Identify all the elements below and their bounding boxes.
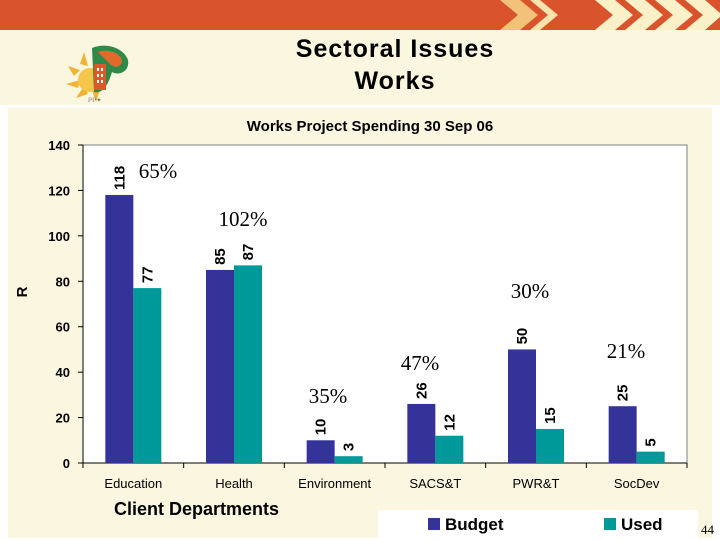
bar-budget [306,440,335,463]
percentage-annotation: 35% [309,384,348,408]
bar-budget [206,269,234,463]
y-tick-label: 40 [56,365,70,380]
x-axis-label: Client Departments [114,499,279,519]
x-tick-label: Health [215,476,253,491]
top-band [0,0,720,30]
data-label: 87 [240,244,257,261]
x-tick-label: Education [104,476,162,491]
bar-used [536,428,564,463]
y-tick-label: 60 [56,320,70,335]
legend-swatch-used [604,518,616,530]
legend-label-budget: Budget [445,515,504,534]
bar-used [636,451,665,463]
slide-title: Sectoral Issues Works [270,33,520,97]
x-tick-label: SACS&T [409,476,461,491]
data-labels: 118 85 10 26 50 25 77 87 3 12 15 5 [111,166,659,451]
bar-used [334,456,363,463]
y-tick-label: 100 [48,229,70,244]
bar-used [133,288,162,463]
plot-area [82,144,688,464]
data-label: 5 [643,438,660,446]
bar-used [435,435,464,463]
data-label: 10 [313,419,330,436]
legend-label-used: Used [621,515,663,534]
y-axis-label: R [14,286,31,297]
slide-title-line1: Sectoral Issues [295,35,495,63]
percentage-annotation: 65% [139,159,178,183]
y-axis: 0 20 40 60 80 100 120 140 [48,138,84,471]
y-tick-label: 120 [48,183,70,198]
svg-text:ℙℙ✦: ℙℙ✦ [88,97,101,104]
data-label: 77 [139,266,156,283]
bar-chart: Works Project Spending 30 Sep 06 0 20 40 60… [14,118,698,538]
data-label: 3 [341,443,358,451]
y-tick-label: 0 [63,456,70,471]
page-number: 44 [701,522,714,537]
bar-used [234,265,262,463]
bar-budget [608,406,637,463]
annotations: 65% 102% 35% 47% 30% 21% [139,159,646,408]
x-axis: Education Health Environment SACS&T PWR&T Soc… [82,462,688,491]
bar-budget [508,349,536,463]
y-tick-label: 140 [48,138,70,153]
percentage-annotation: 21% [607,339,646,363]
chevron-arrows-icon [500,0,720,30]
data-label: 26 [413,382,430,399]
bar-budget [105,194,134,463]
percentage-annotation: 47% [401,351,440,375]
percentage-annotation: 102% [219,207,268,231]
x-tick-label: PWR&T [513,476,560,491]
bar-budget [407,403,436,463]
data-label: 85 [212,248,229,265]
slide-title-line2: Works [354,67,436,95]
legend-swatch-budget [428,518,440,530]
data-label: 118 [111,166,128,190]
chart-title: Works Project Spending 30 Sep 06 [247,118,493,135]
legend: Budget Used [378,510,698,538]
data-label: 50 [514,328,531,345]
percentage-annotation: 30% [511,279,550,303]
chart-panel: Works Project Spending 30 Sep 06 0 20 40 60… [8,108,712,538]
data-label: 12 [441,414,458,431]
bars [105,194,665,463]
x-tick-label: SocDev [614,476,660,491]
x-tick-label: Environment [298,476,371,491]
data-label: 25 [615,385,632,402]
y-tick-label: 20 [56,411,70,426]
logo-sun-emblem-icon: ℙℙ✦ [66,45,129,104]
y-tick-label: 80 [56,274,70,289]
data-label: 15 [542,407,559,424]
